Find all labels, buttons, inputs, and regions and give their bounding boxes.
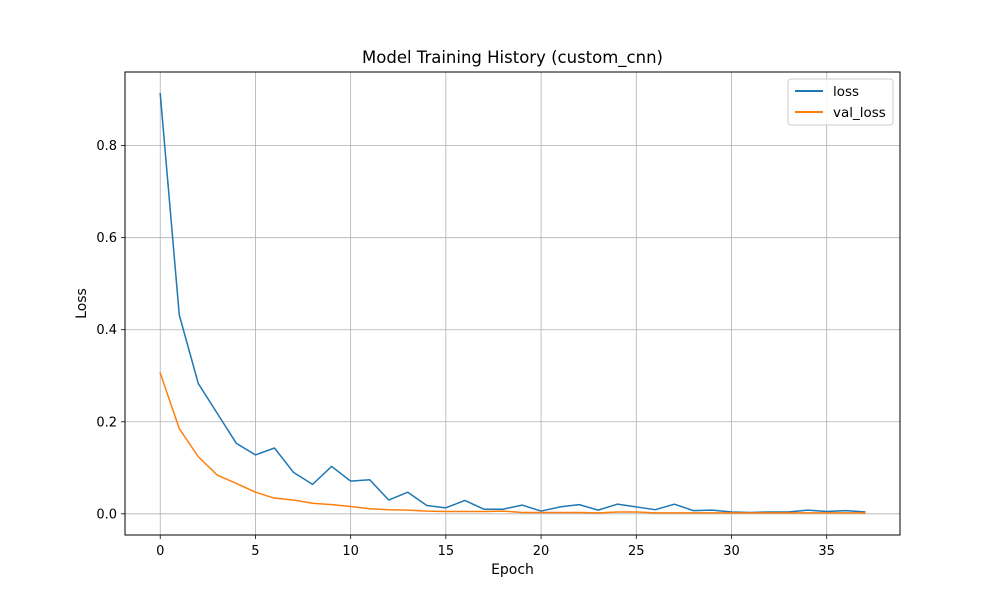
legend: loss val_loss <box>787 78 894 126</box>
x-tick-label: 35 <box>818 544 835 559</box>
series-lines <box>159 92 866 514</box>
y-tick-label: 0.6 <box>96 231 117 246</box>
grid <box>125 72 900 535</box>
ticks: 0 5 10 15 20 25 30 35 0.0 0.2 0.4 0.6 0.8 <box>96 139 835 559</box>
y-tick-label: 0.2 <box>96 415 117 430</box>
x-tick-label: 5 <box>251 544 259 559</box>
legend-label-val-loss: val_loss <box>833 105 886 121</box>
chart-title: Model Training History (custom_cnn) <box>362 48 663 68</box>
x-tick-label: 30 <box>723 544 740 559</box>
x-tick-label: 0 <box>156 544 164 559</box>
y-axis-label: Loss <box>74 288 90 319</box>
x-axis-label: Epoch <box>491 562 534 578</box>
series-line-val-loss <box>159 372 866 514</box>
x-tick-label: 15 <box>438 544 455 559</box>
legend-label-loss: loss <box>833 84 859 100</box>
plot-frame <box>124 71 901 536</box>
x-tick-label: 25 <box>628 544 645 559</box>
y-tick-label: 0.8 <box>96 139 117 154</box>
y-tick-label: 0.0 <box>96 507 117 522</box>
y-tick-label: 0.4 <box>96 323 117 338</box>
x-tick-label: 20 <box>533 544 550 559</box>
x-tick-label: 10 <box>342 544 359 559</box>
